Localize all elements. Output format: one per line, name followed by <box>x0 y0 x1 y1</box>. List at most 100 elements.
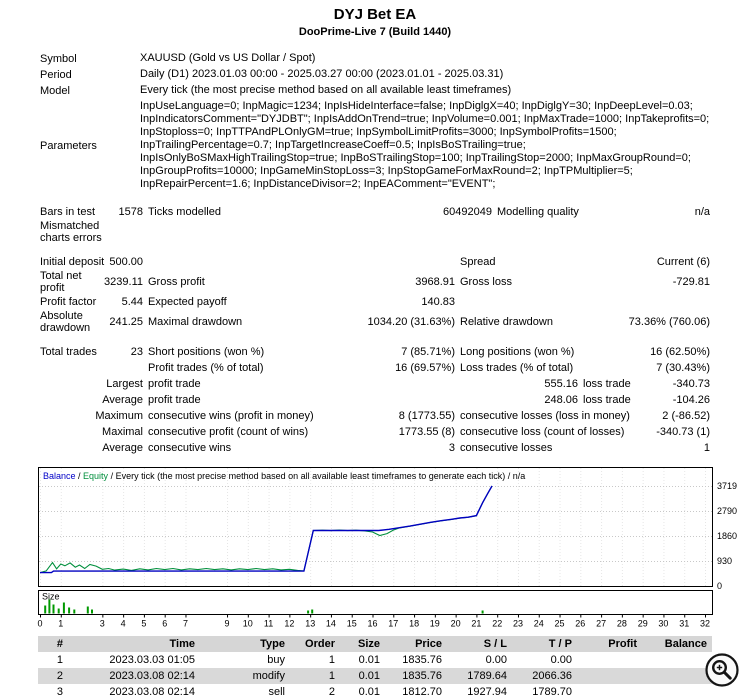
balance-chart: Balance / Equity / Every tick (the most … <box>0 464 750 630</box>
trade-cell <box>642 668 712 684</box>
svg-text:3: 3 <box>100 619 105 629</box>
stat-label: Initial deposit <box>40 256 105 268</box>
trade-cell <box>642 684 712 700</box>
trade-cell <box>577 668 642 684</box>
stat-value: -729.81 <box>672 276 710 288</box>
stat-value: 140.83 <box>421 296 455 308</box>
trade-row[interactable]: 3 2023.03.08 02:14 sell 2 0.01 1812.70 1927.94… <box>38 684 712 700</box>
stat-value: 500.00 <box>109 256 143 268</box>
stats-row-deposit: Initial deposit 500.00 Spread Current (6) <box>40 254 710 270</box>
trade-cell: 2 <box>38 668 68 684</box>
stat-value: 16 (62.50%) <box>650 346 710 358</box>
svg-text:0: 0 <box>37 619 42 629</box>
svg-text:12: 12 <box>284 619 294 629</box>
info-label: Period <box>40 68 72 81</box>
stat-label: Absolute drawdown <box>40 310 91 334</box>
trades-header-cell: Balance <box>642 636 712 652</box>
stat-label: Mismatched charts errors <box>40 220 102 244</box>
trade-cell: 0.01 <box>358 686 380 698</box>
stat-value: 23 <box>130 346 143 358</box>
stat-value: Average <box>102 442 143 454</box>
svg-text:0: 0 <box>717 581 722 591</box>
stat-value: -104.26 <box>672 394 710 406</box>
svg-text:11: 11 <box>264 619 273 629</box>
svg-text:17: 17 <box>388 619 398 629</box>
trades-header-cell: T / P <box>512 636 577 652</box>
svg-text:2790: 2790 <box>717 506 737 516</box>
stats-row-netprofit: Total net profit 3239.11 Gross profit 3968… <box>40 270 710 294</box>
stats-row-profitfactor: Profit factor 5.44 Expected payoff 140.83 <box>40 294 710 310</box>
trade-cell: 1 <box>328 654 335 666</box>
symbol-row: Symbol XAUUSD (Gold vs US Dollar / Spot) <box>40 52 710 65</box>
stats-row-totaltrades: Total trades 23 Short positions (won %) 7 … <box>40 344 710 360</box>
stat-label: Total net profit <box>40 270 82 294</box>
stats-row-maximum: Maximum consecutive wins (profit in mone… <box>40 408 710 424</box>
stats-row-avgcons: Average consecutive wins 3 consecutive lo… <box>40 440 710 456</box>
stat-value: 1 <box>703 442 710 454</box>
stat-label: Relative drawdown <box>460 316 553 328</box>
svg-text:5: 5 <box>141 619 146 629</box>
legend-balance-label: Balance <box>43 471 76 481</box>
stat-label: Total trades <box>40 346 97 358</box>
stat-value: 73.36% (760.06) <box>628 316 710 328</box>
trade-row[interactable]: 2 2023.03.08 02:14 modify 1 0.01 1835.76 1789.… <box>38 668 712 684</box>
stat-label: Maximal drawdown <box>148 316 243 328</box>
svg-text:30: 30 <box>658 619 668 629</box>
stat-value: Average <box>102 394 143 406</box>
magnifier-icon <box>705 653 739 687</box>
chart-legend: Balance / Equity / Every tick (the most … <box>43 471 525 481</box>
stat-label: consecutive losses <box>460 442 553 454</box>
svg-text:9: 9 <box>224 619 229 629</box>
stat-label: consecutive losses (loss in money) <box>460 410 630 422</box>
stat-label: Loss trades (% of total) <box>460 362 574 374</box>
stat-value: 1773.55 (8) <box>398 426 455 438</box>
info-value: XAUUSD (Gold vs US Dollar / Spot) <box>140 52 316 64</box>
stat-value: 248.06 <box>544 394 578 406</box>
stat-value: 241.25 <box>109 316 143 328</box>
info-label: Parameters <box>40 139 97 152</box>
trade-cell: 1 <box>56 654 63 666</box>
svg-text:31: 31 <box>679 619 689 629</box>
stat-value: 60492049 <box>443 206 492 218</box>
trade-row[interactable]: 1 2023.03.03 01:05 buy 1 0.01 1835.76 0.00 0.00 <box>38 652 712 668</box>
trade-cell: 1789.64 <box>447 668 512 684</box>
svg-text:6: 6 <box>162 619 167 629</box>
stat-label: Bars in test <box>40 206 96 218</box>
svg-text:7: 7 <box>183 619 188 629</box>
stat-label: consecutive loss (count of losses) <box>460 426 625 438</box>
stats-row-average: Average profit trade 248.06 loss trade -10… <box>40 392 710 408</box>
svg-text:4: 4 <box>121 619 126 629</box>
stat-label: Modelling quality <box>497 206 579 218</box>
trade-cell <box>577 652 642 668</box>
trade-cell: 0.00 <box>550 654 572 666</box>
trades-header-cell: Size <box>340 636 385 652</box>
model-row: Model Every tick (the most precise metho… <box>40 84 710 97</box>
svg-text:14: 14 <box>326 619 336 629</box>
svg-text:1860: 1860 <box>717 531 737 541</box>
svg-text:22: 22 <box>492 619 502 629</box>
stat-label: loss trade <box>583 378 631 390</box>
legend-separator: / <box>75 471 84 481</box>
stats-row-maximal: Maximal consecutive profit (count of win… <box>40 424 710 440</box>
svg-text:1: 1 <box>58 619 63 629</box>
stat-value: Current (6) <box>656 256 710 268</box>
svg-text:18: 18 <box>409 619 419 629</box>
svg-text:26: 26 <box>575 619 585 629</box>
zoom-button[interactable] <box>704 652 740 688</box>
trade-cell: 1927.94 <box>467 686 507 698</box>
trades-header-cell: Time <box>68 636 200 652</box>
trades-header-cell: Order <box>290 636 340 652</box>
svg-text:20: 20 <box>451 619 461 629</box>
svg-text:23: 23 <box>513 619 523 629</box>
parameters-row: Parameters InpUseLanguage=0; InpMagic=12… <box>40 100 710 191</box>
stat-label: Ticks modelled <box>148 206 221 218</box>
stat-label: Spread <box>460 256 496 268</box>
stat-value: 3239.11 <box>104 276 143 288</box>
trade-cell: sell <box>268 686 285 698</box>
stat-label: Long positions (won %) <box>460 346 575 358</box>
trades-header-cell: Price <box>385 636 447 652</box>
svg-text:19: 19 <box>430 619 440 629</box>
stat-label: profit trade <box>148 394 201 406</box>
